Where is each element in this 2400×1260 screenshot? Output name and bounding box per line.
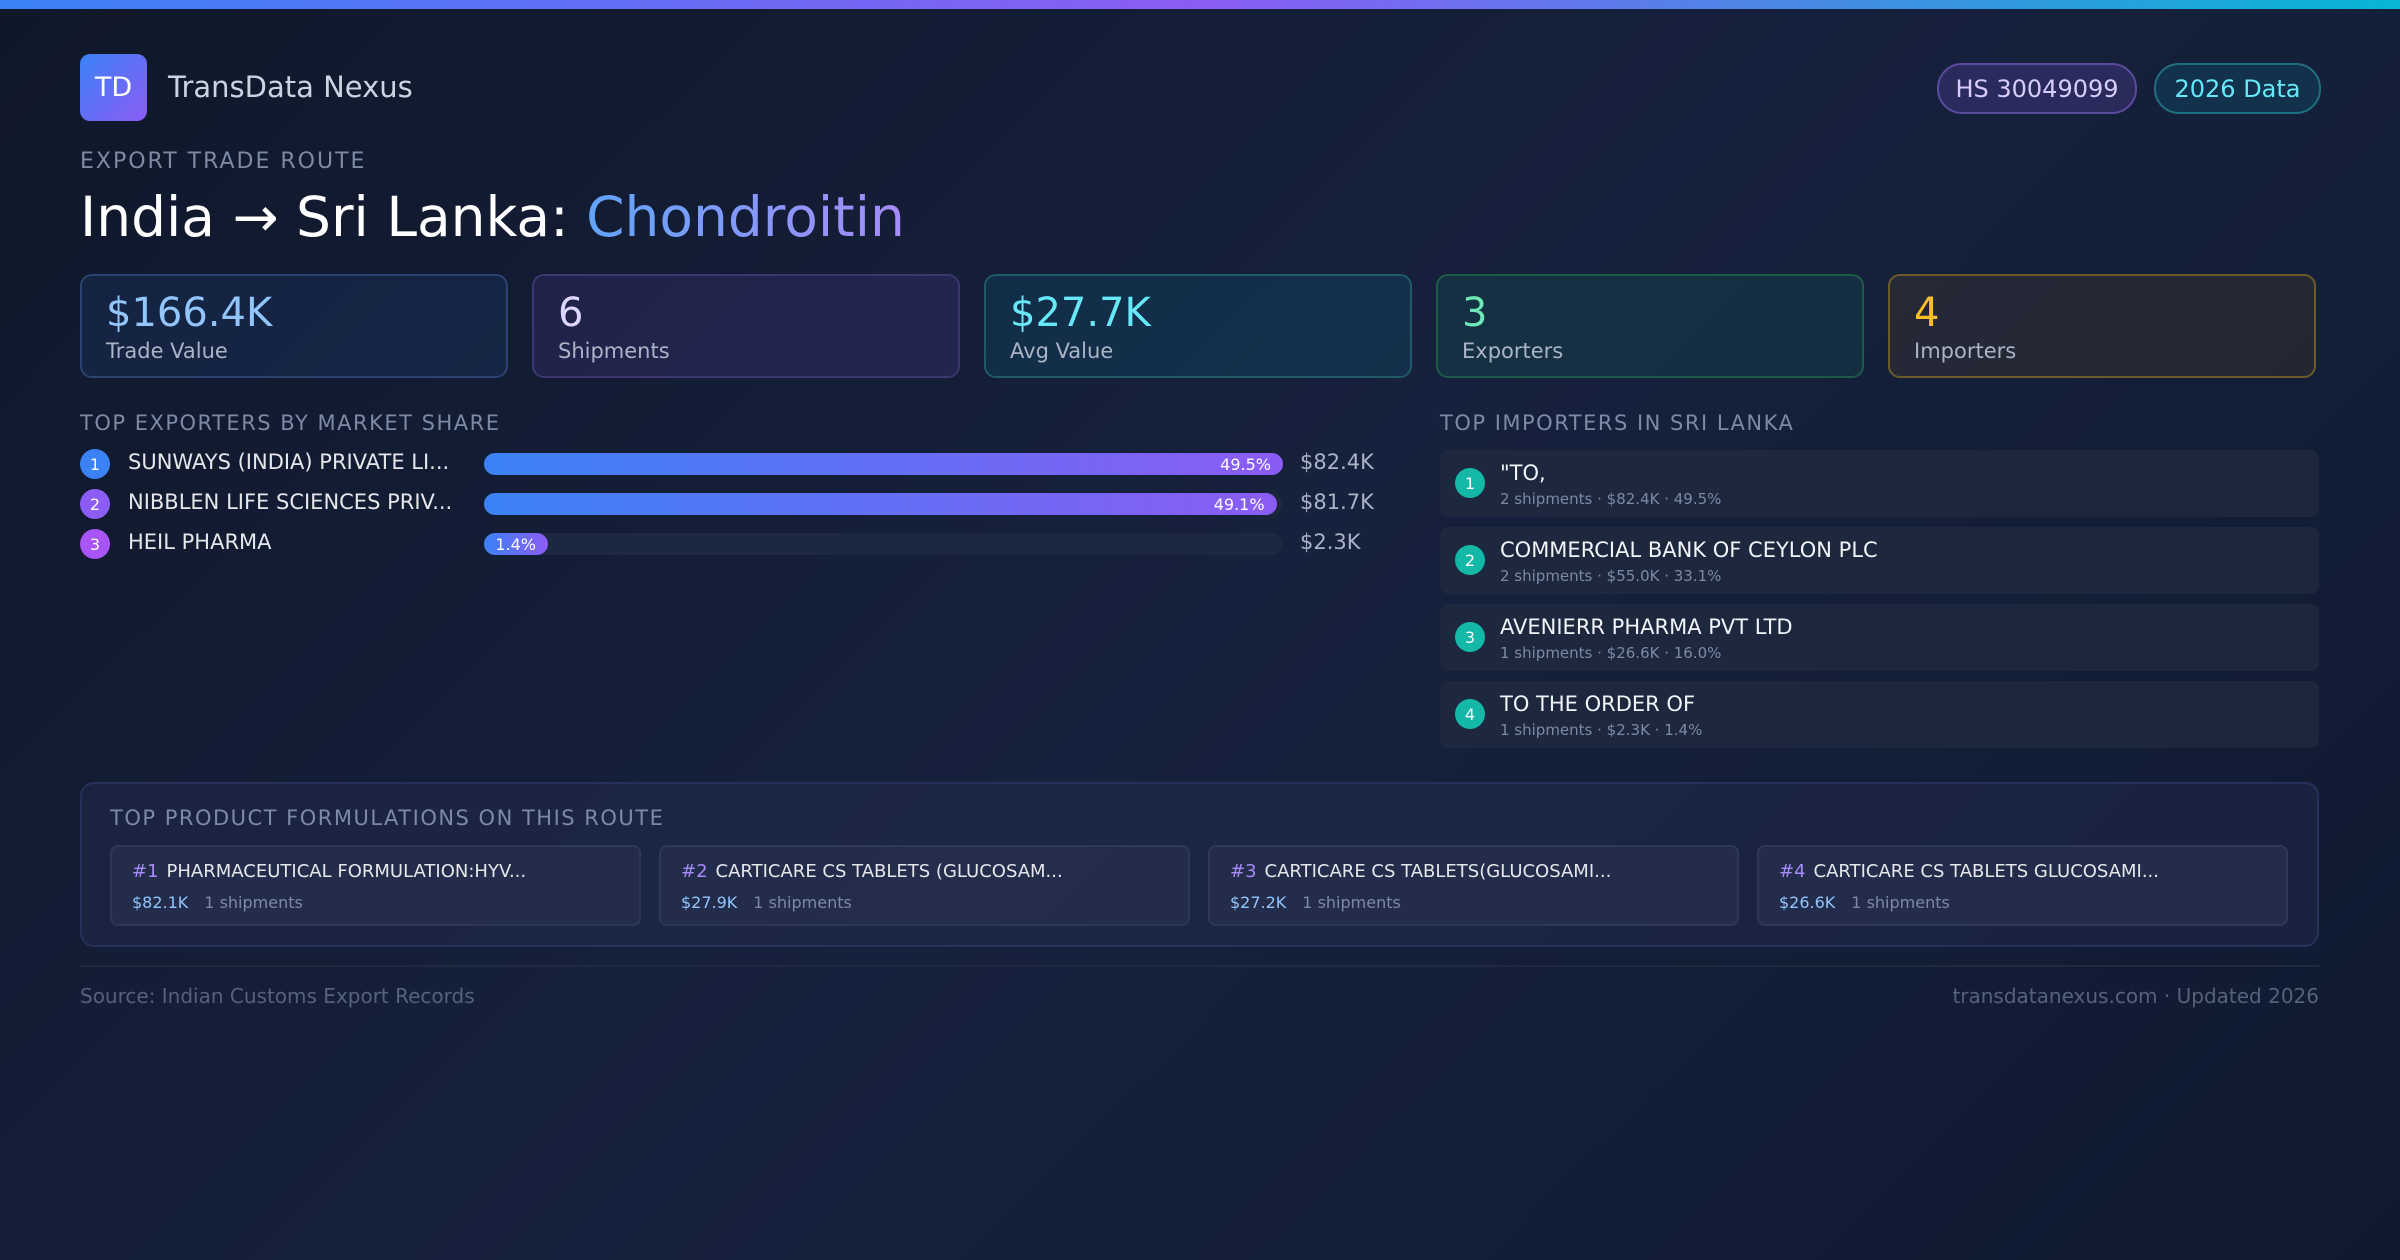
formulation-title: #3 CARTICARE CS TABLETS(GLUCOSAMI...	[1230, 861, 1611, 882]
exporter-name: SUNWAYS (INDIA) PRIVATE LI...	[128, 450, 450, 474]
eyebrow: EXPORT TRADE ROUTE	[80, 149, 367, 174]
formulation-stats: $27.9K 1 shipments	[681, 893, 852, 912]
stat-card: 6 Shipments	[532, 274, 960, 378]
route-text: India → Sri Lanka:	[80, 185, 569, 249]
divider	[80, 965, 2319, 967]
formulation-name: CARTICARE CS TABLETS GLUCOSAMI...	[1813, 861, 2160, 882]
formulation-card: #4 CARTICARE CS TABLETS GLUCOSAMI... $26.6…	[1757, 845, 2288, 926]
exporter-name: HEIL PHARMA	[128, 530, 272, 554]
importer-detail: 2 shipments · $82.4K · 49.5%	[1500, 490, 1722, 508]
stat-card: $166.4K Trade Value	[80, 274, 508, 378]
formulation-card: #2 CARTICARE CS TABLETS (GLUCOSAM... $27.9…	[659, 845, 1190, 926]
formulation-name: CARTICARE CS TABLETS(GLUCOSAMI...	[1264, 861, 1612, 882]
exporter-value: $81.7K	[1300, 490, 1374, 514]
rank-badge: 3	[80, 529, 110, 559]
stat-label: Exporters	[1462, 339, 1564, 363]
formulation-rank: #3	[1230, 861, 1257, 882]
formulation-shipments: 1 shipments	[753, 893, 852, 912]
stat-value: 6	[558, 290, 584, 336]
share-label: 49.5%	[1220, 455, 1271, 474]
importer-detail: 1 shipments · $26.6K · 16.0%	[1500, 644, 1722, 662]
share-bar: 49.1%	[484, 493, 1277, 515]
bar-track: 1.4%	[484, 533, 1283, 555]
year-badge: 2026 Data	[2154, 63, 2321, 114]
product-name: Chondroitin	[586, 185, 905, 249]
stat-label: Trade Value	[106, 339, 228, 363]
importer-card: 2 COMMERCIAL BANK OF CEYLON PLC 2 shipment…	[1440, 527, 2319, 594]
formulation-name: CARTICARE CS TABLETS (GLUCOSAM...	[715, 861, 1063, 882]
rank-badge: 4	[1455, 699, 1485, 729]
stat-card: 4 Importers	[1888, 274, 2316, 378]
section-title: TOP EXPORTERS BY MARKET SHARE	[80, 411, 501, 435]
share-label: 1.4%	[495, 535, 536, 554]
brand-name: TransData Nexus	[168, 70, 413, 104]
formulation-value: $27.9K	[681, 893, 738, 912]
importer-name: AVENIERR PHARMA PVT LTD	[1500, 615, 1793, 639]
importer-detail: 1 shipments · $2.3K · 1.4%	[1500, 721, 1703, 739]
formulation-stats: $82.1K 1 shipments	[132, 893, 303, 912]
stat-label: Shipments	[558, 339, 670, 363]
formulation-rank: #1	[132, 861, 159, 882]
stat-value: 4	[1914, 290, 1940, 336]
logo: TD	[80, 54, 147, 121]
stat-card: 3 Exporters	[1436, 274, 1864, 378]
exporter-value: $2.3K	[1300, 530, 1361, 554]
importer-name: TO THE ORDER OF	[1500, 692, 1696, 716]
formulation-rank: #4	[1779, 861, 1806, 882]
rank-badge: 1	[1455, 468, 1485, 498]
source-note: Source: Indian Customs Export Records	[80, 984, 475, 1008]
exporter-name: NIBBLEN LIFE SCIENCES PRIV...	[128, 490, 453, 514]
formulation-title: #1 PHARMACEUTICAL FORMULATION:HYV...	[132, 861, 526, 882]
stat-value: 3	[1462, 290, 1488, 336]
importer-name: COMMERCIAL BANK OF CEYLON PLC	[1500, 538, 1878, 562]
route-title: India → Sri Lanka: Chondroitin	[80, 185, 905, 249]
stat-value: $27.7K	[1010, 290, 1151, 336]
section-title: TOP PRODUCT FORMULATIONS ON THIS ROUTE	[110, 806, 665, 830]
exporter-value: $82.4K	[1300, 450, 1374, 474]
stat-label: Avg Value	[1010, 339, 1114, 363]
formulation-stats: $26.6K 1 shipments	[1779, 893, 1950, 912]
rank-badge: 2	[1455, 545, 1485, 575]
importer-card: 3 AVENIERR PHARMA PVT LTD 1 shipments · $2…	[1440, 604, 2319, 671]
stat-label: Importers	[1914, 339, 2017, 363]
share-label: 49.1%	[1213, 495, 1265, 514]
formulation-shipments: 1 shipments	[204, 893, 303, 912]
accent-bar	[0, 0, 2400, 9]
rank-badge: 2	[80, 489, 110, 519]
formulation-value: $26.6K	[1779, 893, 1836, 912]
formulation-shipments: 1 shipments	[1302, 893, 1401, 912]
formulation-title: #4 CARTICARE CS TABLETS GLUCOSAMI...	[1779, 861, 2159, 882]
bar-track: 49.5%	[484, 453, 1283, 475]
formulation-title: #2 CARTICARE CS TABLETS (GLUCOSAM...	[681, 861, 1063, 882]
bar-track: 49.1%	[484, 493, 1283, 515]
formulation-card: #1 PHARMACEUTICAL FORMULATION:HYV... $82.1…	[110, 845, 641, 926]
stat-card: $27.7K Avg Value	[984, 274, 1412, 378]
formulation-name: PHARMACEUTICAL FORMULATION:HYV...	[166, 861, 527, 882]
importer-detail: 2 shipments · $55.0K · 33.1%	[1500, 567, 1722, 585]
formulation-stats: $27.2K 1 shipments	[1230, 893, 1401, 912]
formulation-value: $27.2K	[1230, 893, 1287, 912]
section-title: TOP IMPORTERS IN SRI LANKA	[1440, 411, 1795, 435]
formulation-rank: #2	[681, 861, 708, 882]
importer-card: 4 TO THE ORDER OF 1 shipments · $2.3K · 1.…	[1440, 681, 2319, 748]
credit-note: transdatanexus.com · Updated 2026	[1952, 984, 2319, 1008]
importer-card: 1 "TO, 2 shipments · $82.4K · 49.5%	[1440, 450, 2319, 517]
rank-badge: 3	[1455, 622, 1485, 652]
share-bar: 1.4%	[484, 533, 548, 555]
rank-badge: 1	[80, 449, 110, 479]
importer-name: "TO,	[1500, 461, 1546, 485]
formulation-card: #3 CARTICARE CS TABLETS(GLUCOSAMI... $27.2…	[1208, 845, 1739, 926]
formulation-value: $82.1K	[132, 893, 189, 912]
hs-badge: HS 30049099	[1937, 63, 2137, 114]
share-bar: 49.5%	[484, 453, 1283, 475]
stat-value: $166.4K	[106, 290, 273, 336]
formulation-shipments: 1 shipments	[1851, 893, 1950, 912]
